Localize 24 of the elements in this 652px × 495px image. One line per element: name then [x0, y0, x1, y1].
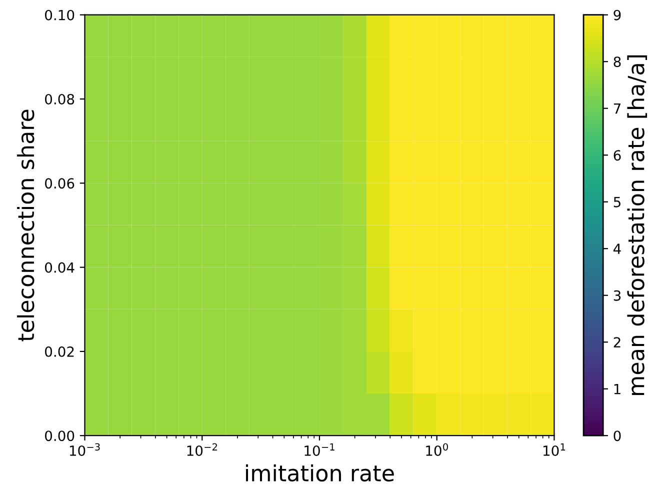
y-tick-label: 0.06 [45, 178, 74, 189]
color-bar-label: 4 [614, 244, 621, 254]
y-tick-label: 0.10 [45, 10, 74, 20]
color-bar-label: 3 [614, 290, 621, 301]
color-bar-label: 1 [614, 384, 620, 394]
x-tick-label: 10$^{1}$ [544, 443, 566, 456]
color-bar-label: 6 [614, 150, 621, 161]
y-tick-label: 0.08 [45, 94, 74, 104]
x-axis-title: imitation rate [246, 464, 394, 482]
x-tick-label: 10$^{−1}$ [304, 443, 334, 456]
y-tick-label: 0.02 [45, 346, 74, 357]
color-bar-title: mean deforestation rate [ha/a] [627, 55, 648, 395]
color-bar-label: 0 [614, 430, 621, 442]
color-bar-label: 5 [614, 197, 620, 208]
color-bar-label: 2 [614, 337, 620, 348]
y-axis-title: teleconnection share [17, 110, 34, 342]
y-tick-label: 0.04 [45, 262, 74, 273]
x-tick-label: 10$^{−3}$ [70, 443, 100, 456]
color-bar-label: 7 [614, 104, 620, 114]
y-tick-label: 0.00 [45, 430, 74, 442]
color-bar-label: 9 [614, 10, 621, 20]
x-tick-label: 10$^{−2}$ [187, 443, 217, 456]
color-bar-label: 8 [614, 56, 621, 68]
x-tick-label: 10$^{0}$ [426, 443, 448, 456]
